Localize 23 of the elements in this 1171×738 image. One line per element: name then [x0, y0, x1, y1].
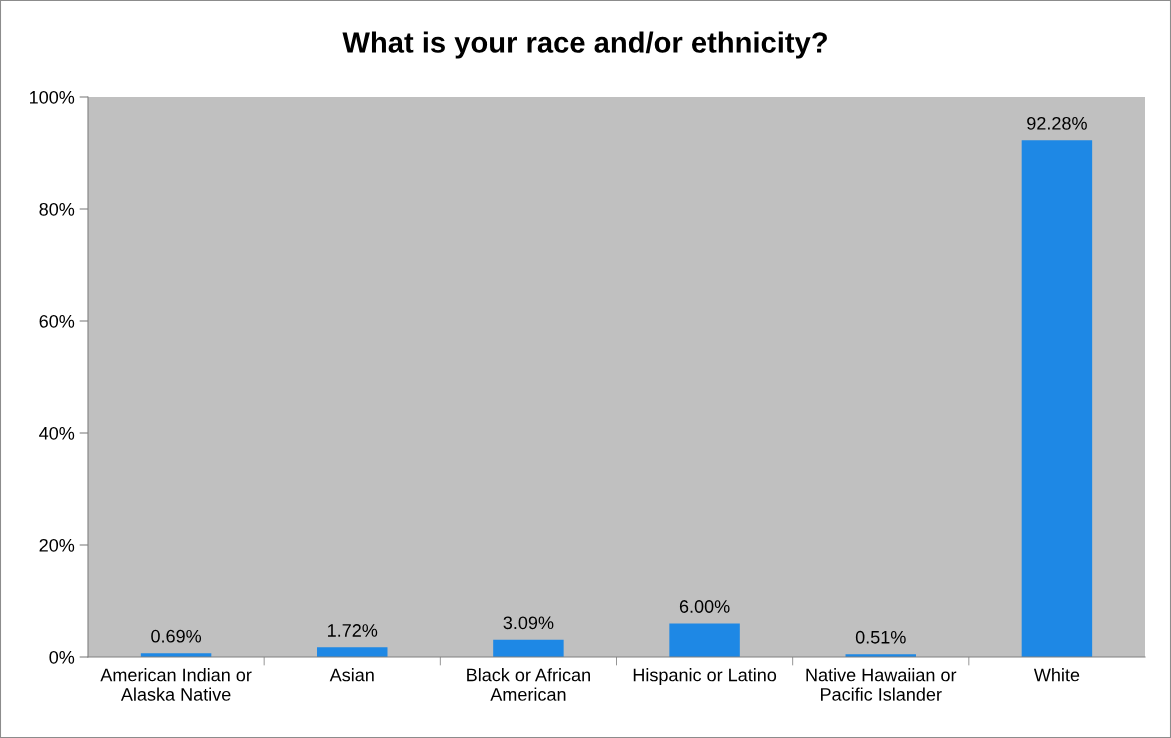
y-tick-label: 20%	[39, 538, 75, 552]
x-tick-label: Native Hawaiian or Pacific Islander	[806, 668, 957, 701]
y-tick-label: 0%	[49, 650, 75, 664]
y-tick-label: 60%	[39, 314, 75, 328]
data-label: 0.51%	[855, 630, 906, 644]
x-tick-label: Asian	[329, 668, 374, 682]
bar	[317, 647, 388, 657]
y-tick-label: 40%	[39, 426, 75, 440]
bar	[493, 639, 564, 657]
y-tick-label: 80%	[39, 202, 75, 216]
x-tick-label: Black or African American	[467, 668, 590, 701]
data-label: 6.00%	[679, 600, 730, 613]
x-tick-label: Hispanic or Latino	[633, 668, 777, 685]
x-tick-label: White	[1033, 668, 1080, 682]
bar	[1021, 140, 1093, 657]
bar	[669, 623, 740, 657]
data-label: 0.69%	[151, 629, 202, 643]
data-label: 1.72%	[328, 624, 378, 637]
chart-title: What is your race and/or ethnicity?	[342, 31, 827, 59]
x-tick-label: American Indian or Alaska Native	[100, 668, 252, 701]
data-label: 3.09%	[503, 616, 554, 630]
data-label: 92.28%	[1027, 116, 1087, 130]
y-tick-label: 100%	[30, 90, 75, 104]
